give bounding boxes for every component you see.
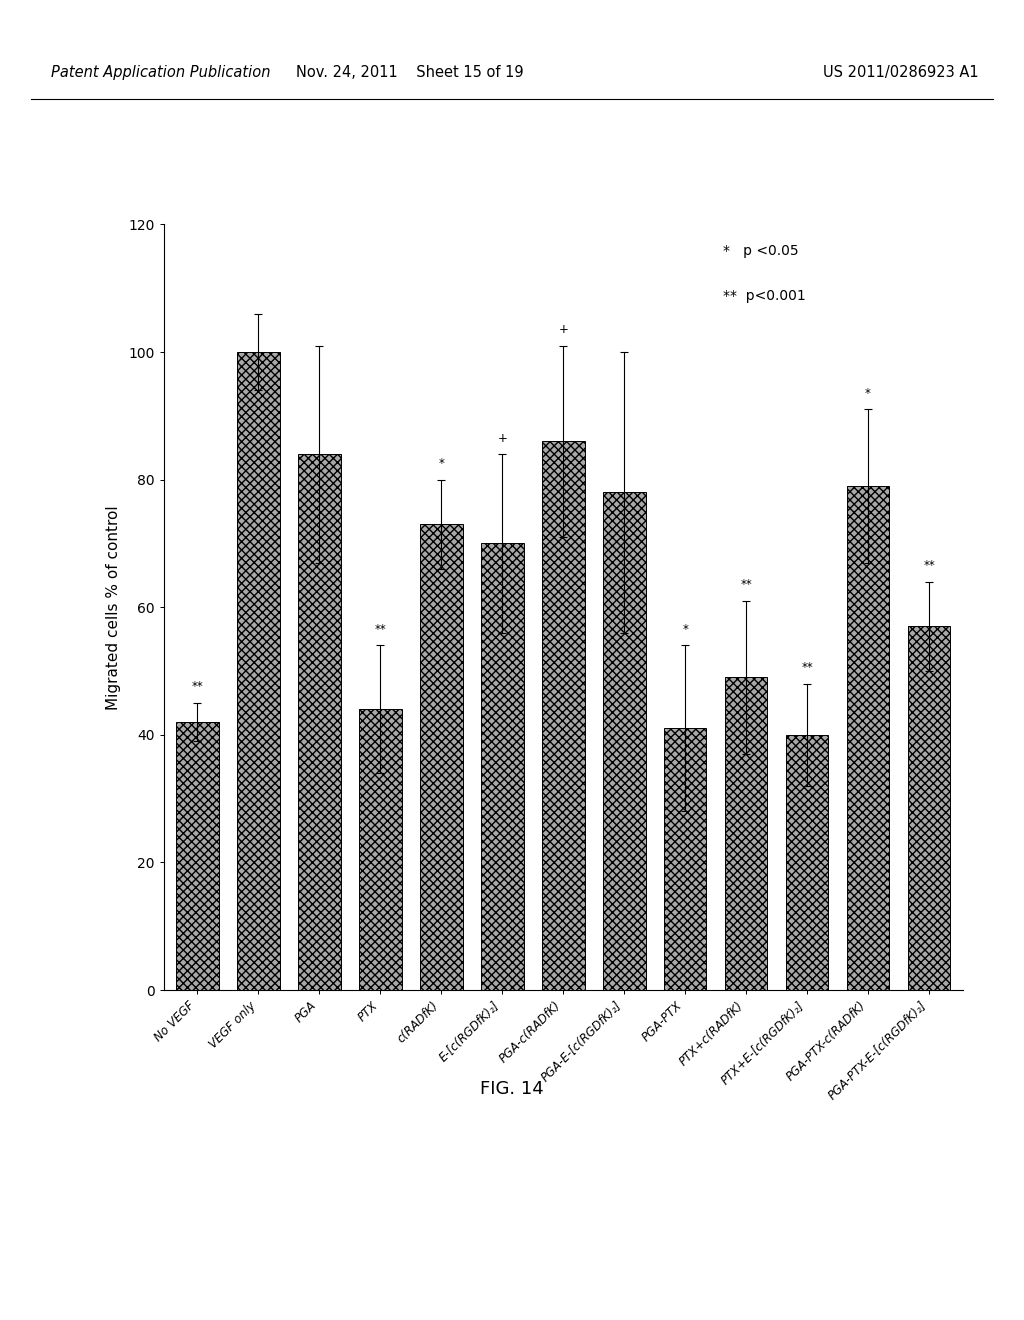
Bar	[847, 486, 890, 990]
Text: *   p <0.05: * p <0.05	[723, 243, 799, 257]
Text: **: **	[801, 661, 813, 675]
Bar	[359, 709, 401, 990]
Text: Nov. 24, 2011    Sheet 15 of 19: Nov. 24, 2011 Sheet 15 of 19	[296, 65, 523, 81]
Text: **: **	[740, 578, 752, 591]
Bar	[481, 544, 523, 990]
Text: **: **	[924, 560, 935, 572]
Bar	[603, 492, 645, 990]
Text: *: *	[865, 387, 871, 400]
Text: US 2011/0286923 A1: US 2011/0286923 A1	[823, 65, 979, 81]
Bar	[907, 627, 950, 990]
Bar	[420, 524, 463, 990]
Y-axis label: Migrated cells % of control: Migrated cells % of control	[106, 504, 122, 710]
Bar	[542, 441, 585, 990]
Text: Patent Application Publication: Patent Application Publication	[51, 65, 270, 81]
Bar	[237, 352, 280, 990]
Text: *: *	[682, 623, 688, 636]
Text: *: *	[438, 457, 444, 470]
Bar	[176, 722, 219, 990]
Text: **: **	[191, 680, 203, 693]
Bar	[725, 677, 767, 990]
Text: +: +	[498, 432, 507, 445]
Bar	[785, 735, 828, 990]
Text: **: **	[375, 623, 386, 636]
Bar	[298, 454, 341, 990]
Text: **  p<0.001: ** p<0.001	[723, 289, 806, 304]
Text: FIG. 14: FIG. 14	[480, 1080, 544, 1098]
Text: +: +	[558, 323, 568, 337]
Bar	[664, 729, 707, 990]
